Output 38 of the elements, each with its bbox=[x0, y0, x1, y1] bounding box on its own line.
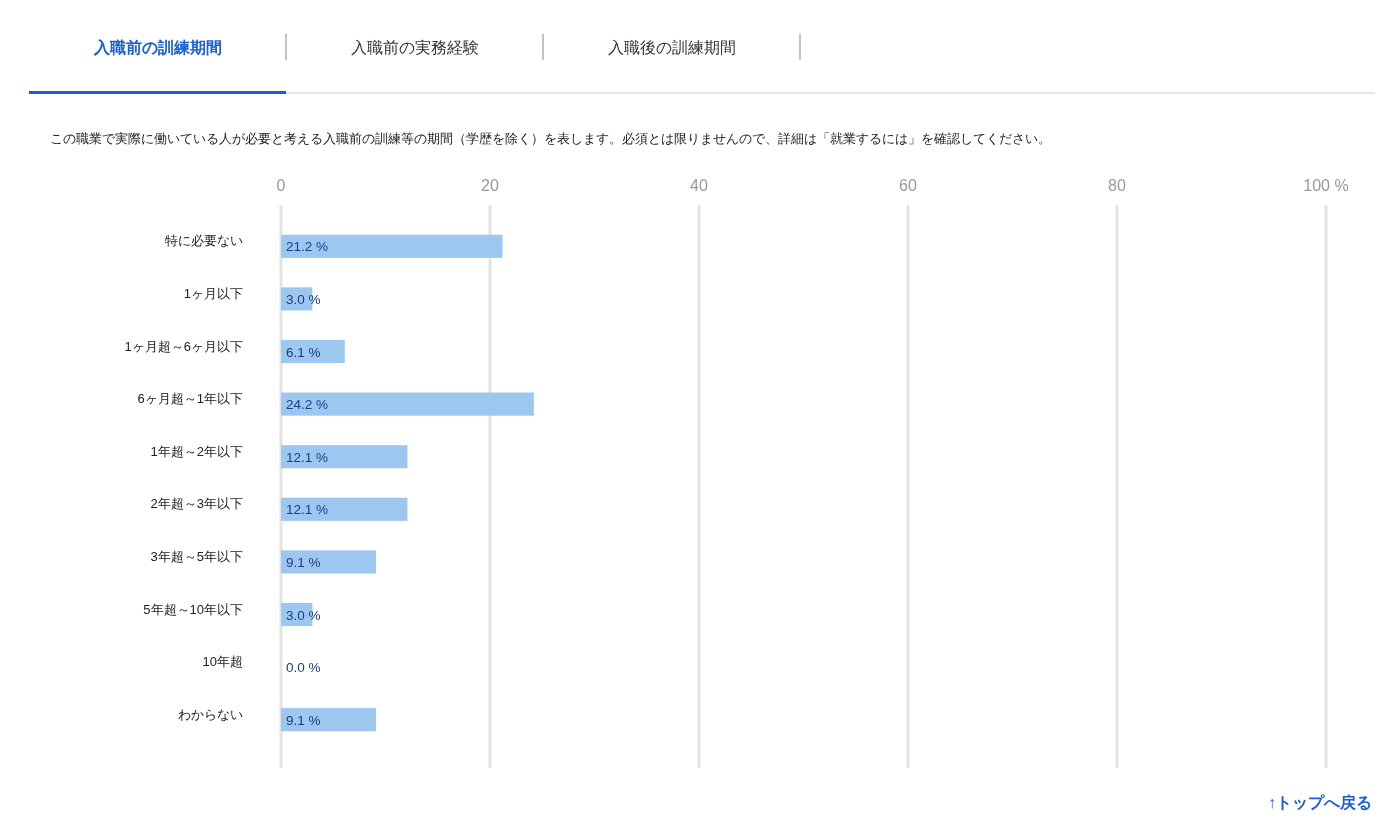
text: ↑トップへ戻る bbox=[1268, 794, 1372, 811]
chart-subtitle: この職業で実際に働いている人が必要と考える入職前の訓練等の期間（学歴を除く）を表します。必須とは限りませんので、詳細は「就業するには」を確認してください。 bbox=[50, 131, 1051, 146]
y-tick-label: 10年超 bbox=[202, 654, 243, 670]
x-tick-label: 20 bbox=[481, 177, 499, 194]
x-tick-label: 100 % bbox=[1303, 177, 1349, 194]
y-tick-label: 6ヶ月超～1年以下 bbox=[137, 391, 243, 407]
data-label: 3.0 % bbox=[286, 607, 321, 623]
data-label: 9.1 % bbox=[286, 712, 321, 728]
bar bbox=[281, 497, 408, 521]
bar bbox=[281, 234, 503, 258]
y-tick-label: わからない bbox=[178, 706, 243, 722]
data-label: 21.2 % bbox=[286, 239, 329, 255]
data-label: 0.0 % bbox=[286, 660, 321, 676]
data-label: 12.1 % bbox=[286, 502, 329, 518]
x-tick-label: 0 bbox=[276, 177, 286, 194]
y-tick-label: 特に必要ない bbox=[165, 233, 243, 249]
y-tick-label: 1ヶ月以下 bbox=[183, 285, 243, 301]
data-label: 9.1 % bbox=[286, 554, 321, 570]
y-tick-label: 1ヶ月超～6ヶ月以下 bbox=[124, 338, 243, 354]
data-label: 24.2 % bbox=[286, 397, 329, 413]
data-label: 6.1 % bbox=[286, 344, 321, 360]
bar bbox=[281, 550, 377, 574]
bar bbox=[281, 445, 408, 469]
x-tick-label: 40 bbox=[690, 177, 708, 194]
bar bbox=[281, 708, 377, 732]
chart-title: 入職前の訓練期間 bbox=[92, 39, 222, 56]
y-tick-label: 2年超～3年以下 bbox=[150, 496, 243, 512]
y-tick-label: 5年超～10年以下 bbox=[143, 601, 243, 617]
x-tick-label: 80 bbox=[1108, 177, 1126, 194]
data-label: 3.0 % bbox=[286, 291, 321, 307]
text: 入職後の訓練期間 bbox=[607, 39, 736, 56]
bar bbox=[281, 339, 345, 364]
y-tick-label: 3年超～5年以下 bbox=[150, 548, 243, 564]
text: 入職前の実務経験 bbox=[350, 39, 479, 56]
x-tick-label: 60 bbox=[899, 177, 917, 194]
data-label: 12.1 % bbox=[286, 449, 329, 465]
y-tick-label: 1年超～2年以下 bbox=[150, 443, 243, 459]
bar bbox=[281, 392, 534, 416]
